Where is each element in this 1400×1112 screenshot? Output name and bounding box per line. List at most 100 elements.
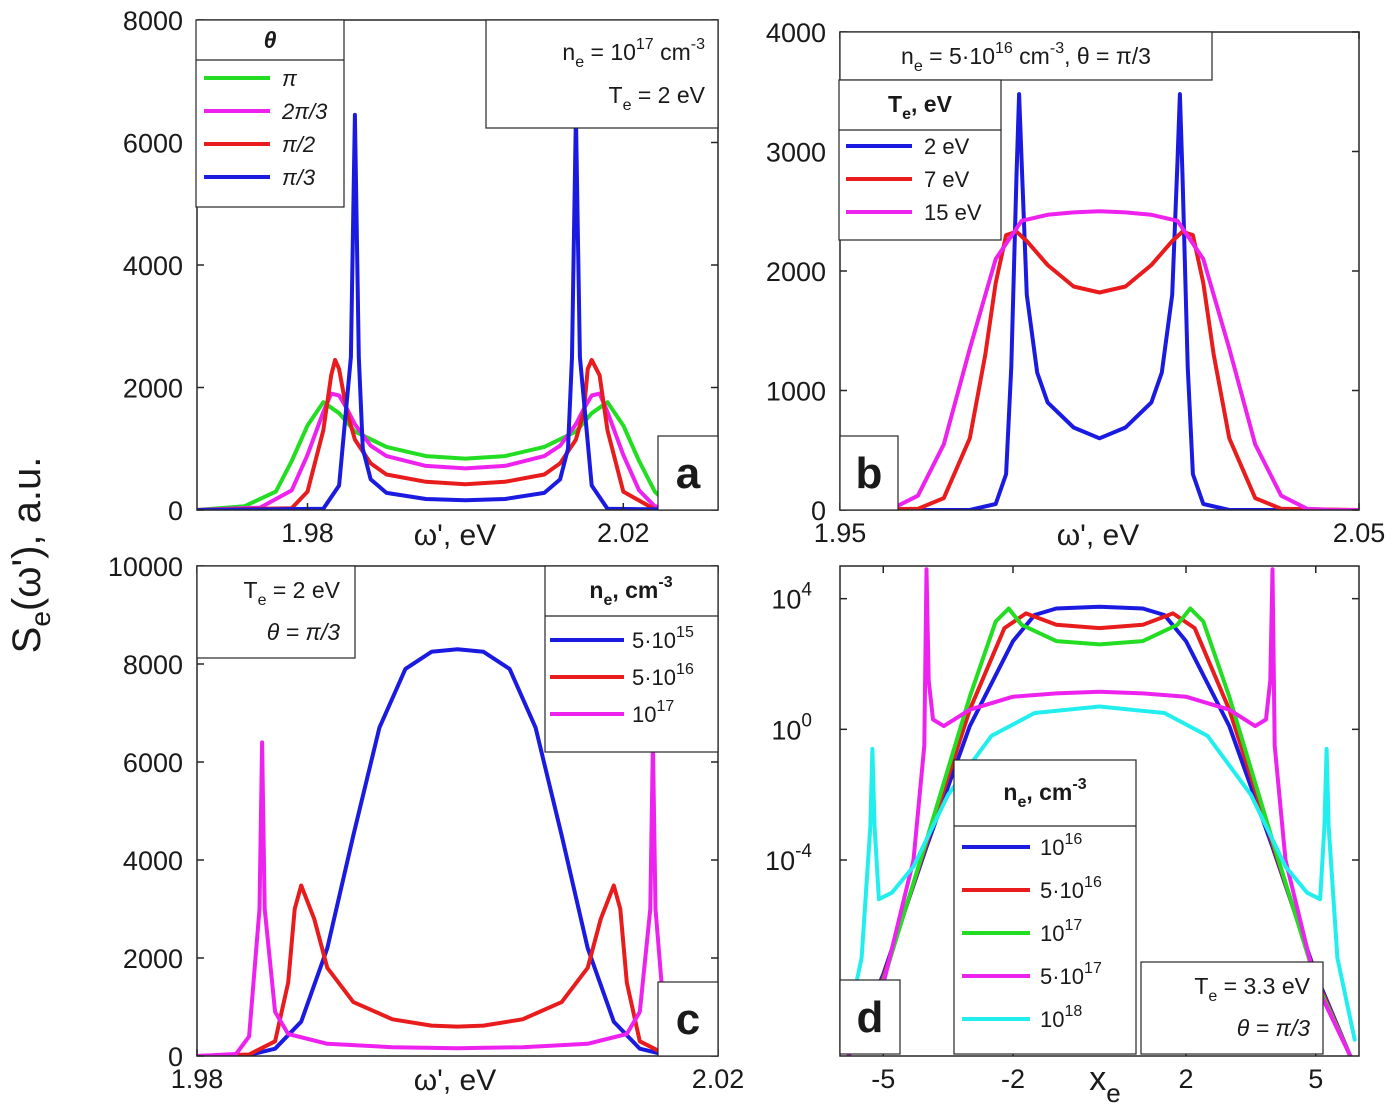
panel-d-y-ticks: 104 100 10-4 [765, 580, 1359, 876]
panel-a-y-tick-label-4: 8000 [123, 6, 183, 36]
panel-a-x-tick-label-1: 2.02 [597, 518, 650, 548]
panel-c-annotation-angle: θ = π/3 [267, 619, 340, 645]
panel-d-x-tick-label-2: 2 [1178, 1064, 1193, 1094]
panel-d-annotation: Te = 3.3 eV θ = π/3 [1140, 961, 1324, 1055]
panel-b-legend-entry-2: 15 eV [924, 200, 982, 225]
panel-d-y-tick-label-1: 100 [771, 710, 812, 745]
svg-text:a: a [676, 449, 701, 498]
panel-a-legend-title: θ [264, 27, 277, 53]
panel-a-annotation: ne = 1017 cm-3 Te = 2 eV [485, 19, 719, 129]
panel-c-y-tick-label-5: 10000 [108, 552, 183, 582]
panel-d-annotation-temperature: Te = 3.3 eV [1194, 973, 1310, 1005]
panel-b-annotation-text: ne = 5·1016 cm-3, θ = π/3 [901, 40, 1151, 75]
panel-a-legend-entry-3: π/3 [282, 165, 316, 190]
panel-b-x-ticks: 1.95 2.05 [814, 32, 1386, 548]
panel-d-legend-entry-1: 5·1016 [1040, 874, 1102, 903]
panel-a-label: a [657, 435, 719, 511]
panel-d: 104 100 10-4 -5 -2 2 5 xe ne, cm-3 1016 5·1016… [765, 565, 1360, 1108]
panel-a-legend-entry-0: π [282, 66, 298, 91]
panel-a-xlabel: ω', eV [414, 519, 497, 552]
panel-c-annotation: Te = 2 eV θ = π/3 [196, 565, 356, 659]
panel-d-y-tick-label-0: 104 [771, 580, 812, 615]
panel-b-y-tick-label-3: 3000 [766, 138, 826, 168]
panel-a-annotation-temperature: Te = 2 eV [609, 82, 706, 114]
panel-c-frame [196, 565, 719, 1057]
panel-c-x-tick-label-1: 2.02 [692, 1064, 745, 1094]
panel-b-series-line-2 [840, 209, 1359, 510]
panel-d-frame [839, 565, 1360, 1057]
panel-c-legend-title: ne, cm-3 [589, 574, 672, 609]
panel-a-series-line-3 [197, 112, 718, 510]
panel-b-y-tick-label-0: 0 [811, 496, 826, 526]
panel-c-y-tick-label-4: 8000 [123, 650, 183, 680]
svg-text:c: c [676, 995, 700, 1044]
panel-a-y-tick-label-0: 0 [168, 496, 183, 526]
panel-a-y-tick-label-3: 6000 [123, 129, 183, 159]
panel-d-series-line-4 [842, 704, 1357, 1042]
panel-b-legend: Te, eV 2 eV 7 eV 15 eV [838, 79, 1002, 241]
panel-b-y-tick-label-1: 1000 [766, 377, 826, 407]
figure-ylabel: Se(ω'), a.u. [5, 457, 56, 654]
panel-c-label: c [657, 981, 719, 1057]
panel-c-series-line-1 [197, 883, 718, 1056]
panel-a: 0 2000 4000 6000 8000 1.98 2.02 ω', eV θ π 2π/… [123, 6, 719, 552]
panel-c-legend-entry-0: 5·1015 [632, 624, 694, 653]
panel-d-series-line-3 [846, 567, 1353, 1056]
panel-a-y-tick-label-1: 2000 [123, 374, 183, 404]
panel-b-annotation: ne = 5·1016 cm-3, θ = π/3 [839, 31, 1213, 81]
panel-c-y-ticks: 0 2000 4000 6000 8000 10000 [108, 552, 718, 1072]
panel-b-series-line-1 [840, 229, 1359, 510]
panel-d-x-tick-label-0: -5 [871, 1064, 895, 1094]
panel-c-y-tick-label-2: 4000 [123, 846, 183, 876]
panel-c-x-tick-label-0: 1.98 [171, 1064, 224, 1094]
panel-c-y-tick-label-1: 2000 [123, 944, 183, 974]
panel-b-xlabel: ω', eV [1057, 519, 1140, 552]
panel-c-y-tick-label-0: 0 [168, 1042, 183, 1072]
panel-b-series [840, 92, 1359, 510]
panel-d-label: d [839, 979, 901, 1055]
panel-d-x-tick-label-3: 5 [1308, 1064, 1323, 1094]
panel-a-y-ticks: 0 2000 4000 6000 8000 [123, 6, 718, 526]
panel-b-y-ticks: 0 1000 2000 3000 4000 [766, 18, 1359, 526]
panel-a-series-line-2 [197, 357, 718, 510]
panel-a-legend-entry-2: π/2 [282, 132, 315, 157]
panel-c-y-tick-label-3: 6000 [123, 748, 183, 778]
panel-b-y-tick-label-2: 2000 [766, 257, 826, 287]
panel-d-series [842, 567, 1357, 1056]
panel-b-x-tick-label-1: 2.05 [1333, 518, 1386, 548]
panel-d-xlabel: xe [1089, 1060, 1120, 1108]
panel-b-y-tick-label-4: 4000 [766, 18, 826, 48]
panel-d-x-tick-label-1: -2 [1001, 1064, 1025, 1094]
panel-c-legend-entry-1: 5·1016 [632, 661, 694, 690]
panel-d-legend-entry-4: 1018 [1040, 1003, 1082, 1032]
svg-text:d: d [857, 993, 884, 1042]
panel-d-legend-title: ne, cm-3 [1003, 776, 1086, 811]
panel-a-series-line-0 [197, 400, 718, 510]
panel-c-series [197, 647, 718, 1056]
panel-c-series-line-0 [197, 647, 718, 1056]
panel-b-label: b [839, 435, 899, 511]
panel-a-y-tick-label-2: 4000 [123, 251, 183, 281]
panel-b-legend-title: Te, eV [888, 91, 953, 123]
panel-d-y-tick-label-2: 10-4 [765, 841, 812, 876]
panel-c-xlabel: ω', eV [414, 1064, 497, 1097]
panel-d-annotation-angle: θ = π/3 [1237, 1015, 1310, 1041]
panel-a-series [197, 112, 718, 510]
svg-text:b: b [856, 449, 883, 498]
panel-d-legend-entry-0: 1016 [1040, 831, 1082, 860]
panel-c-legend-entry-2: 1017 [632, 698, 674, 727]
panel-a-legend: θ π 2π/3 π/2 π/3 [195, 19, 345, 208]
panel-b-series-line-0 [840, 92, 1359, 510]
panel-b-legend-entry-1: 7 eV [924, 167, 970, 192]
panel-b-x-tick-label-0: 1.95 [814, 518, 867, 548]
panel-a-x-ticks: 1.98 2.02 [281, 20, 650, 548]
panel-c-annotation-temperature: Te = 2 eV [244, 577, 341, 609]
panel-a-annotation-density: ne = 1017 cm-3 [562, 36, 705, 71]
panel-d-legend-entry-2: 1017 [1040, 917, 1082, 946]
panel-d-legend-entry-3: 5·1017 [1040, 960, 1102, 989]
panel-c: 0 2000 4000 6000 8000 10000 1.98 2.02 ω', eV T… [108, 552, 744, 1097]
panel-b: 0 1000 2000 3000 4000 1.95 2.05 ω', eV ne = 5… [766, 18, 1385, 552]
panel-a-x-tick-label-0: 1.98 [281, 518, 334, 548]
panel-c-series-line-2 [197, 740, 718, 1056]
